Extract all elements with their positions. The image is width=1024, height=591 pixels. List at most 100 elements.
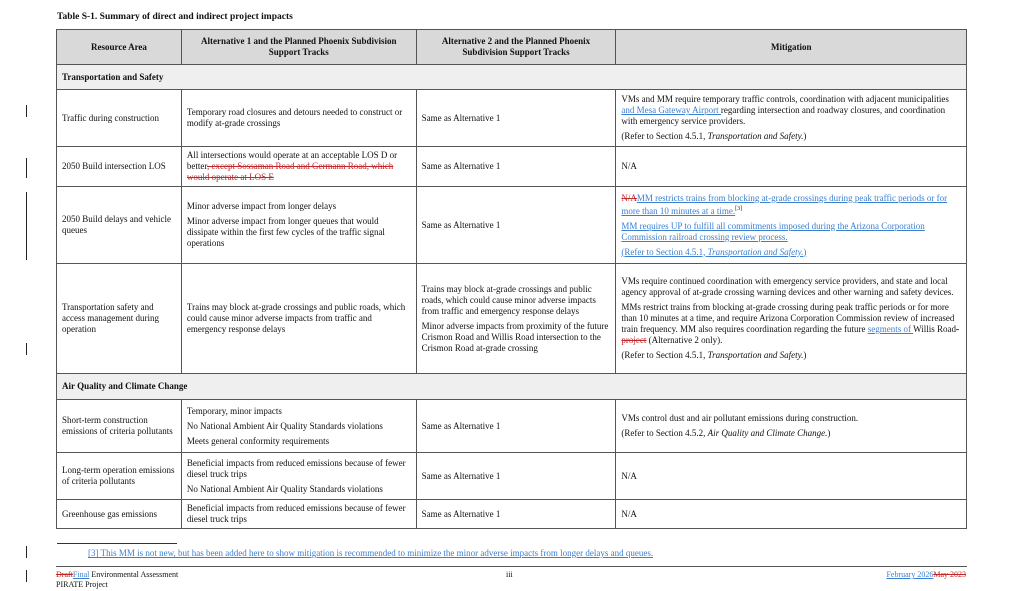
cell-text: No National Ambient Air Quality Standard… — [186, 420, 383, 431]
table-title: Table S-1. Summary of direct and indirec… — [57, 12, 293, 22]
table-row: Short-term construction emissions of cri… — [56, 399, 967, 453]
cell-text: ) — [803, 350, 807, 360]
cell-text: Transportation and Safety. — [707, 350, 804, 360]
impacts-table: Resource Area Alternative 1 and the Plan… — [56, 29, 967, 529]
alternative-2-cell: Same as Alternative 1 — [415, 399, 617, 453]
cell-text: MMs restrict trains from blocking at-gra… — [621, 302, 955, 334]
alternative-2-cell: Same as Alternative 1 — [415, 186, 617, 264]
mitigation-cell: VMs and MM require temporary traffic con… — [615, 89, 967, 147]
cell-text: Trains may block at-grade crossings and … — [186, 302, 406, 334]
inserted-text: segments of — [867, 324, 914, 334]
section-row: Air Quality and Climate Change — [56, 373, 967, 400]
cell-paragraph: Beneficial impacts from reduced emission… — [187, 503, 411, 525]
header-mitigation: Mitigation — [615, 29, 967, 65]
footer-project: PIRATE Project — [56, 580, 108, 589]
header-row: Resource Area Alternative 1 and the Plan… — [56, 29, 967, 65]
inserted-text: ) — [803, 246, 807, 257]
table-row: Traffic during construction Temporary roa… — [56, 89, 967, 147]
cell-paragraph: No National Ambient Air Quality Standard… — [187, 484, 411, 495]
cell-text: (Refer to Section 4.5.2, — [621, 428, 708, 438]
cell-text: Same as Alternative 1 — [421, 219, 501, 230]
cell-paragraph: 2050 Build delays and vehicle queues — [62, 214, 176, 236]
section-row: Transportation and Safety — [56, 64, 967, 90]
cell-paragraph: VMs require continued coordination with … — [621, 276, 961, 298]
section-heading: Air Quality and Climate Change — [56, 373, 967, 400]
cell-paragraph: (Refer to Section 4.5.1, Transportation … — [621, 247, 961, 258]
cell-paragraph: Minor adverse impact from longer queues … — [187, 216, 411, 249]
change-bar — [26, 343, 27, 355]
alternative-2-cell: Same as Alternative 1 — [415, 452, 617, 500]
cell-paragraph: Temporary, minor impacts — [187, 406, 411, 417]
cell-text: (Refer to Section 4.5.1, — [621, 350, 708, 360]
cell-paragraph: N/AMM restricts trains from blocking at-… — [621, 193, 961, 217]
resource-area-cell: Long-term operation emissions of criteri… — [56, 452, 182, 500]
alternative-1-cell: Trains may block at-grade crossings and … — [180, 263, 417, 374]
cell-paragraph: Greenhouse gas emissions — [62, 509, 176, 520]
cell-paragraph: VMs control dust and air pollutant emiss… — [621, 413, 961, 424]
cell-text: Transportation safety and access managem… — [62, 302, 159, 334]
alternative-1-cell: Temporary, minor impacts No National Ambi… — [180, 399, 417, 453]
header-alternative-2: Alternative 2 and the Planned Phoenix Su… — [415, 29, 617, 65]
cell-text: Air Quality and Climate Change. — [707, 428, 828, 438]
change-bar — [26, 192, 27, 260]
cell-paragraph: All intersections would operate at an ac… — [187, 150, 411, 183]
cell-text: Same as Alternative 1 — [421, 161, 501, 171]
change-bar — [26, 546, 27, 558]
header-alternative-1: Alternative 1 and the Planned Phoenix Su… — [180, 29, 417, 65]
resource-area-cell: Greenhouse gas emissions — [56, 499, 182, 529]
alternative-1-cell: Temporary road closures and detours need… — [180, 89, 417, 147]
cell-paragraph: Minor adverse impact from longer delays — [187, 201, 411, 212]
change-bar — [26, 105, 27, 117]
cell-text: Traffic during construction — [62, 112, 159, 123]
resource-area-cell: 2050 Build delays and vehicle queues — [56, 186, 182, 264]
mitigation-cell: N/A — [615, 499, 967, 529]
change-bar — [26, 570, 27, 582]
cell-text: Temporary, minor impacts — [186, 405, 282, 416]
footer-date: February 2026May 2023 — [886, 570, 966, 579]
cell-paragraph: Same as Alternative 1 — [422, 421, 611, 432]
header-resource-area: Resource Area — [56, 29, 182, 65]
cell-text: ) — [803, 131, 807, 141]
cell-text: Greenhouse gas emissions — [62, 508, 157, 519]
cell-text: N/A — [621, 470, 637, 481]
cell-paragraph: VMs and MM require temporary traffic con… — [621, 94, 961, 127]
cell-paragraph: Short-term construction emissions of cri… — [62, 415, 176, 437]
cell-text: Same as Alternative 1 — [421, 112, 501, 123]
cell-paragraph: MM requires UP to fulfill all commitment… — [621, 221, 961, 243]
cell-text: VMs control dust and air pollutant emiss… — [621, 413, 859, 423]
cell-paragraph: Minor adverse impacts from proximity of … — [422, 321, 611, 354]
cell-paragraph: MMs restrict trains from blocking at-gra… — [621, 302, 961, 346]
cell-text: ) — [827, 428, 831, 438]
footer-status-deleted: Draft — [56, 570, 73, 579]
cell-text: VMs require continued coordination with … — [621, 276, 954, 297]
cell-paragraph: Same as Alternative 1 — [422, 161, 611, 172]
cell-paragraph: Transportation safety and access managem… — [62, 302, 176, 335]
alternative-2-cell: Same as Alternative 1 — [415, 89, 617, 147]
cell-text: Trains may block at-grade crossings and … — [421, 283, 596, 316]
cell-text: Minor adverse impact from longer delays — [186, 201, 337, 211]
table-row: Greenhouse gas emissions Beneficial impac… — [56, 499, 967, 529]
cell-paragraph: No National Ambient Air Quality Standard… — [187, 421, 411, 432]
cell-text: Same as Alternative 1 — [421, 420, 501, 431]
cell-text: 2050 Build intersection LOS — [62, 161, 166, 171]
alternative-1-cell: Beneficial impacts from reduced emission… — [180, 499, 417, 529]
table-row: Long-term operation emissions of criteri… — [56, 452, 967, 500]
deleted-text: -project — [621, 324, 959, 345]
mitigation-cell: N/A — [615, 146, 967, 187]
alternative-2-cell: Trains may block at-grade crossings and … — [415, 263, 617, 374]
cell-text: Short-term construction emissions of cri… — [62, 415, 173, 436]
cell-text: Minor adverse impact from longer queues … — [186, 216, 385, 248]
footnote-reference[interactable]: [3] — [735, 205, 743, 212]
alternative-2-cell: Same as Alternative 1 — [415, 499, 617, 529]
cell-text: Same as Alternative 1 — [421, 470, 501, 481]
cell-text: Minor adverse impacts from proximity of … — [421, 320, 609, 353]
cell-paragraph: Temporary road closures and detours need… — [187, 107, 411, 129]
footnote-rule — [57, 543, 177, 544]
cell-paragraph: Meets general conformity requirements — [187, 436, 411, 447]
cell-text: Transportation and Safety. — [707, 131, 804, 141]
cell-text: Same as Alternative 1 — [421, 508, 501, 519]
cell-text: (Alternative 2 only). — [646, 335, 723, 345]
cell-text: Meets general conformity requirements — [186, 435, 330, 446]
page-number: iii — [506, 570, 513, 579]
table-row: Transportation safety and access managem… — [56, 263, 967, 374]
